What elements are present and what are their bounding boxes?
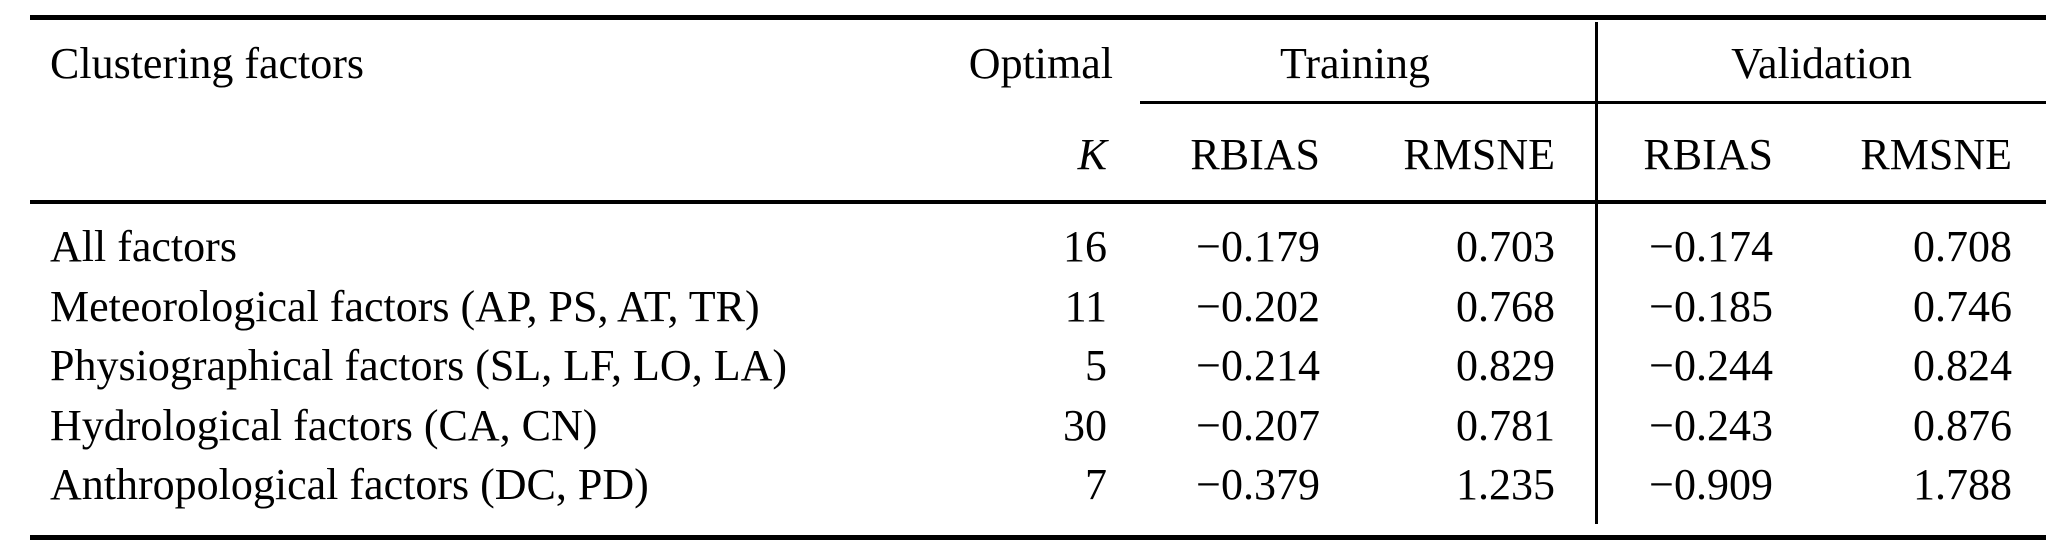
training-rbias-cell: −0.179 (1196, 222, 1320, 271)
bottom-rule (30, 535, 2046, 540)
validation-rmsne-cell: 0.876 (1913, 400, 2012, 450)
k-header: K (1077, 130, 1107, 179)
training-rmsne-cell: 0.781 (1456, 400, 1555, 450)
validation-rbias-cell: −0.185 (1649, 281, 1773, 331)
table-body: All factors 16 −0.179 0.703 −0.174 0.708… (30, 217, 2046, 515)
training-rbias-cell: −0.207 (1196, 400, 1320, 450)
training-rmsne-cell: 0.829 (1456, 341, 1555, 390)
header-separator-rule (30, 200, 2046, 204)
training-rbias-header: RBIAS (1190, 130, 1320, 179)
factor-name-cell: Hydrological factors (CA, CN) (50, 400, 598, 450)
validation-rmsne-cell: 0.824 (1913, 341, 2012, 390)
factor-name-cell: All factors (50, 222, 237, 271)
validation-rbias-cell: −0.243 (1649, 400, 1773, 450)
table-header-row-2: K RBIAS RMSNE RBIAS RMSNE (30, 125, 2046, 185)
optimal-header: Optimal (968, 39, 1113, 88)
training-rbias-cell: −0.379 (1196, 460, 1320, 509)
table-row: Hydrological factors (CA, CN) 30 −0.207 … (30, 396, 2046, 456)
top-rule (30, 15, 2046, 20)
validation-rbias-header: RBIAS (1643, 130, 1773, 179)
training-rbias-cell: −0.214 (1196, 341, 1320, 390)
validation-group-header: Validation (1731, 39, 1912, 88)
clustering-factors-header: Clustering factors (50, 39, 365, 88)
optimal-k-cell: 30 (1063, 400, 1107, 450)
validation-rmsne-header: RMSNE (1860, 130, 2012, 179)
factor-name-cell: Physiographical factors (SL, LF, LO, LA) (50, 341, 787, 390)
training-validation-underline (1140, 101, 2046, 104)
table-header-row-1: Clustering factors Optimal Training Vali… (30, 34, 2046, 94)
table-row: Physiographical factors (SL, LF, LO, LA)… (30, 336, 2046, 396)
table-row: Anthropological factors (DC, PD) 7 −0.37… (30, 455, 2046, 515)
validation-rbias-cell: −0.909 (1649, 460, 1773, 509)
training-rmsne-cell: 1.235 (1456, 460, 1555, 509)
validation-rbias-cell: −0.174 (1649, 222, 1773, 271)
factor-name-cell: Meteorological factors (AP, PS, AT, TR) (50, 281, 760, 331)
table-row: Meteorological factors (AP, PS, AT, TR) … (30, 277, 2046, 337)
table-row: All factors 16 −0.179 0.703 −0.174 0.708 (30, 217, 2046, 277)
training-rbias-cell: −0.202 (1196, 281, 1320, 331)
optimal-k-cell: 11 (1064, 281, 1107, 331)
optimal-k-cell: 16 (1063, 222, 1107, 271)
optimal-k-cell: 5 (1085, 341, 1107, 390)
training-group-header: Training (1280, 39, 1430, 88)
factor-name-cell: Anthropological factors (DC, PD) (50, 460, 649, 509)
validation-rmsne-cell: 0.708 (1913, 222, 2012, 271)
empty-header-cell (30, 125, 910, 185)
training-rmsne-cell: 0.768 (1456, 281, 1555, 331)
optimal-k-cell: 7 (1085, 460, 1107, 509)
vertical-divider-line (1595, 22, 1598, 524)
validation-rbias-cell: −0.244 (1649, 341, 1773, 390)
validation-rmsne-cell: 0.746 (1913, 281, 2012, 331)
training-rmsne-header: RMSNE (1403, 130, 1555, 179)
validation-rmsne-cell: 1.788 (1913, 460, 2012, 509)
training-rmsne-cell: 0.703 (1456, 222, 1555, 271)
